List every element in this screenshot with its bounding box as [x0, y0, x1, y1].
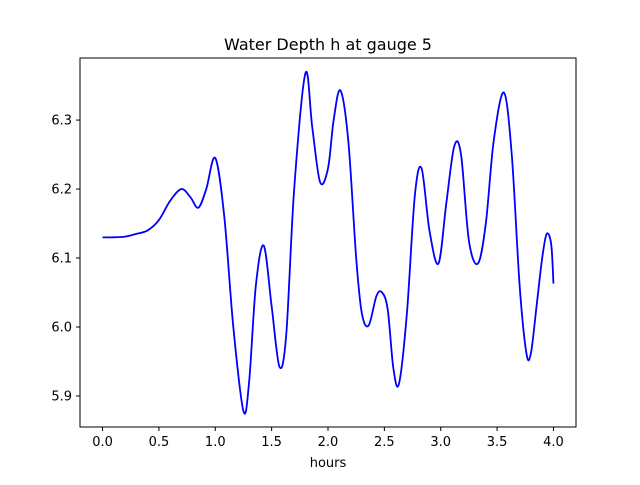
series-line-1: [102, 70, 555, 415]
x-tick-label: 4.0: [543, 435, 564, 450]
x-tick-label: 3.5: [487, 435, 508, 450]
x-tick-label: 0.5: [149, 435, 170, 450]
y-axis-ticks: 5.9 6.0 6.1 6.2 6.3: [51, 114, 80, 404]
x-tick-label: 1.5: [261, 435, 282, 450]
x-tick-label: 1.0: [205, 435, 226, 450]
chart-title: Water Depth h at gauge 5: [224, 35, 432, 54]
x-axis-ticks: 0.0 0.5 1.0 1.5 2.0 2.5 3.0 3.5 4.0: [92, 427, 564, 450]
x-tick-label: 0.0: [92, 435, 113, 450]
y-tick-label: 5.9: [51, 389, 72, 404]
x-axis-label: hours: [310, 456, 347, 471]
x-tick-label: 2.0: [318, 435, 339, 450]
y-tick-label: 6.2: [51, 183, 72, 198]
x-tick-label: 2.5: [374, 435, 395, 450]
x-tick-label: 3.0: [430, 435, 451, 450]
y-tick-label: 6.1: [51, 252, 72, 267]
y-tick-label: 6.3: [51, 114, 72, 129]
y-tick-label: 6.0: [51, 320, 72, 335]
